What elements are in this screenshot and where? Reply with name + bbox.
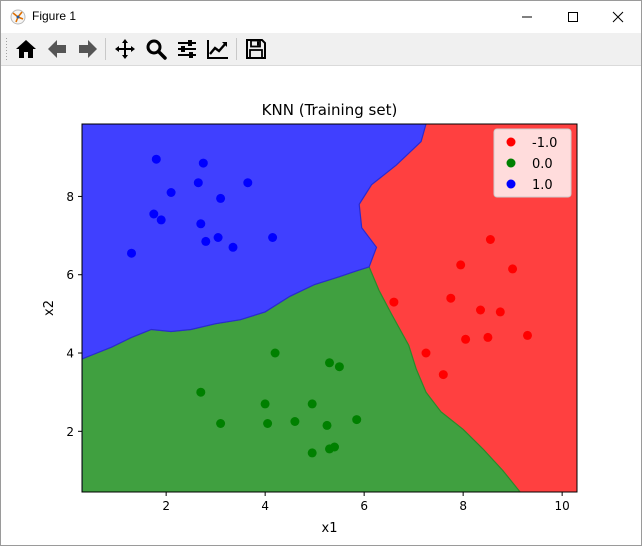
chart-title: KNN (Training set) — [262, 101, 398, 119]
data-point — [523, 330, 532, 340]
data-point — [495, 307, 505, 317]
data-point — [260, 399, 270, 409]
figure-canvas[interactable]: 2 4 6 8 10 2 4 6 8 KNN (Training set) x1 x2 -1.… — [1, 66, 641, 545]
maximize-button[interactable] — [550, 1, 596, 33]
data-point — [438, 370, 448, 380]
data-point — [263, 419, 273, 428]
region-class-1 — [82, 124, 427, 492]
y-tick-label: 6 — [66, 268, 74, 282]
data-point — [243, 178, 253, 188]
title-bar: Figure 1 — [1, 1, 641, 33]
legend-box — [493, 128, 572, 198]
x-tick-label: 4 — [261, 499, 269, 513]
y-tick-label: 4 — [66, 347, 74, 361]
data-point — [334, 362, 344, 372]
forward-arrow-icon — [79, 40, 97, 58]
x-axis-label: x1 — [322, 521, 338, 536]
data-point — [508, 264, 518, 274]
close-button[interactable] — [595, 1, 641, 33]
close-icon — [612, 11, 624, 23]
data-point — [456, 260, 466, 270]
data-point — [127, 248, 136, 258]
data-point — [166, 188, 176, 197]
data-point — [151, 154, 161, 164]
y-axis-ticks: 2 4 6 8 — [66, 190, 82, 439]
save-icon — [246, 39, 266, 59]
data-point — [446, 293, 456, 303]
y-tick-label: 2 — [66, 425, 74, 439]
pan-button[interactable] — [112, 36, 138, 62]
legend-label: 0.0 — [532, 157, 553, 172]
zoom-button[interactable] — [143, 36, 169, 62]
data-point — [352, 415, 362, 425]
data-point — [461, 334, 471, 344]
x-tick-label: 8 — [459, 499, 467, 513]
navigation-toolbar — [1, 33, 641, 66]
zoom-icon — [146, 39, 167, 60]
data-point — [307, 448, 317, 458]
data-point — [421, 348, 431, 358]
window-title: Figure 1 — [32, 9, 77, 23]
plot-frame — [81, 123, 578, 493]
home-icon — [16, 40, 36, 58]
x-tick-label: 10 — [555, 499, 570, 513]
data-point — [196, 387, 206, 397]
legend-marker — [506, 137, 516, 147]
forward-button[interactable] — [75, 36, 101, 62]
subplots-icon — [178, 40, 196, 58]
data-point — [330, 442, 339, 452]
data-point — [216, 419, 226, 428]
x-tick-label: 6 — [360, 499, 368, 513]
edit-curves-button[interactable] — [205, 36, 231, 62]
data-point — [476, 305, 485, 315]
knn-chart: 2 4 6 8 10 2 4 6 8 KNN (Training set) x1 x2 -1.… — [42, 101, 578, 536]
back-arrow-icon — [48, 40, 66, 58]
data-point — [228, 242, 238, 252]
data-point — [307, 399, 317, 409]
minimize-button[interactable] — [504, 1, 550, 33]
toolbar-grip — [6, 38, 7, 60]
legend-label: -1.0 — [532, 136, 557, 151]
data-point — [483, 332, 493, 342]
home-button[interactable] — [13, 36, 39, 62]
data-point — [270, 348, 280, 358]
pan-icon — [115, 39, 135, 59]
decision-regions — [82, 124, 577, 492]
data-point — [389, 297, 399, 307]
data-point — [485, 235, 495, 244]
subplots-button[interactable] — [174, 36, 200, 62]
matplotlib-app-icon — [10, 9, 26, 25]
data-point — [325, 358, 334, 368]
back-button[interactable] — [44, 36, 70, 62]
legend-marker — [506, 179, 516, 189]
toolbar-separator — [236, 38, 237, 60]
maximize-icon — [568, 12, 578, 22]
edit-curves-icon — [207, 40, 228, 59]
data-point — [156, 215, 166, 225]
y-axis-label: x2 — [42, 300, 57, 316]
minimize-icon — [522, 16, 532, 18]
x-axis-ticks: 2 4 6 8 10 — [162, 492, 570, 513]
legend: -1.0 0.0 1.0 — [493, 128, 572, 198]
toolbar-separator — [105, 38, 106, 60]
x-tick-label: 2 — [162, 499, 170, 513]
data-point — [216, 193, 226, 203]
data-point — [201, 236, 211, 246]
data-point — [149, 209, 159, 219]
data-points — [127, 154, 532, 458]
legend-label: 1.0 — [532, 178, 553, 193]
save-button[interactable] — [243, 36, 269, 62]
data-point — [290, 417, 300, 426]
data-point — [196, 219, 206, 229]
y-tick-label: 8 — [66, 190, 74, 204]
legend-marker — [506, 158, 516, 168]
data-point — [322, 420, 332, 430]
data-point — [198, 158, 208, 168]
data-point — [268, 233, 278, 242]
data-point — [193, 178, 203, 188]
data-point — [213, 233, 223, 242]
